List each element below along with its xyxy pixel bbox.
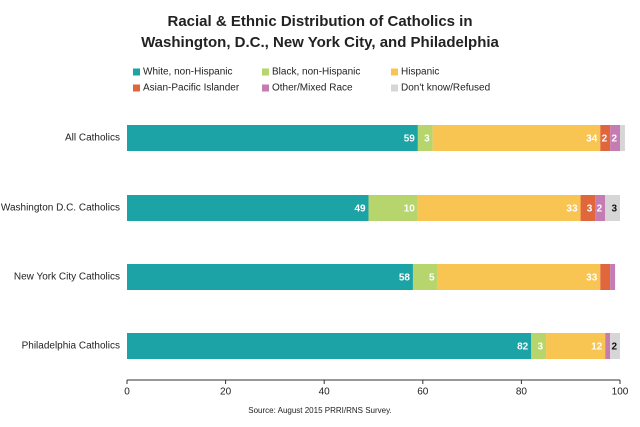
legend-swatch: [262, 84, 269, 92]
data-label: 2: [611, 134, 617, 145]
data-label: 3: [424, 134, 430, 145]
legend-swatch: [262, 68, 269, 76]
bar-segment: [437, 264, 601, 290]
data-label: 49: [354, 204, 366, 215]
data-label: 12: [591, 342, 603, 353]
bar-segment: [417, 125, 433, 151]
data-label: 3: [611, 204, 617, 215]
bar-segment: [605, 333, 611, 359]
legend-swatch: [133, 84, 140, 92]
data-label: 10: [404, 204, 416, 215]
legend-text: White, non-Hispanic: [143, 67, 232, 78]
data-label: 82: [517, 342, 529, 353]
category-label: New York City Catholics: [14, 272, 120, 283]
bar-segment: [610, 333, 620, 359]
category-label: All Catholics: [65, 133, 120, 144]
data-label: 2: [611, 342, 617, 353]
chart-title: Washington, D.C., New York City, and Phi…: [141, 34, 499, 51]
x-tick-label: 80: [516, 387, 528, 398]
source-note: Source: August 2015 PRRI/RNS Survey.: [248, 406, 391, 415]
data-label: 59: [404, 134, 416, 145]
bar-segment: [600, 264, 611, 290]
legend-text: Don't know/Refused: [401, 83, 490, 94]
data-label: 58: [399, 273, 411, 284]
data-label: 33: [586, 273, 598, 284]
bar-segment: [600, 125, 611, 151]
legend-text: Hispanic: [401, 67, 439, 78]
data-label: 5: [429, 273, 435, 284]
bar-segment: [127, 195, 369, 221]
x-tick-label: 40: [319, 387, 331, 398]
legend-text: Black, non-Hispanic: [272, 67, 360, 78]
x-tick-label: 0: [124, 387, 130, 398]
bar-segment: [610, 125, 620, 151]
legend-text: Other/Mixed Race: [272, 83, 353, 94]
bar-segment: [595, 195, 606, 221]
chart-title: Racial & Ethnic Distribution of Catholic…: [167, 13, 472, 30]
legend-swatch: [391, 84, 398, 92]
data-label: 33: [566, 204, 578, 215]
legend-text: Asian-Pacific Islander: [143, 83, 240, 94]
x-tick-label: 20: [220, 387, 232, 398]
bar-segment: [127, 333, 532, 359]
data-label: 34: [586, 134, 598, 145]
legend-swatch: [133, 68, 140, 76]
x-tick-label: 60: [417, 387, 429, 398]
x-tick-label: 100: [612, 387, 629, 398]
bar-segment: [620, 125, 625, 151]
bar-segment: [605, 195, 620, 221]
data-label: 2: [602, 134, 608, 145]
data-label: 2: [597, 204, 603, 215]
bar-segment: [412, 264, 438, 290]
data-label: 3: [537, 342, 543, 353]
bar-segment: [531, 333, 547, 359]
bar-segment: [368, 195, 418, 221]
bar-segment: [432, 125, 601, 151]
category-label: Washington D.C. Catholics: [1, 203, 120, 214]
bar-segment: [580, 195, 596, 221]
bar-segment: [610, 264, 616, 290]
bar-segment: [127, 264, 413, 290]
bar-segment: [546, 333, 606, 359]
legend-swatch: [391, 68, 398, 76]
category-label: Philadelphia Catholics: [22, 341, 120, 352]
bar-segment: [127, 125, 418, 151]
data-label: 3: [587, 204, 593, 215]
bar-segment: [417, 195, 581, 221]
